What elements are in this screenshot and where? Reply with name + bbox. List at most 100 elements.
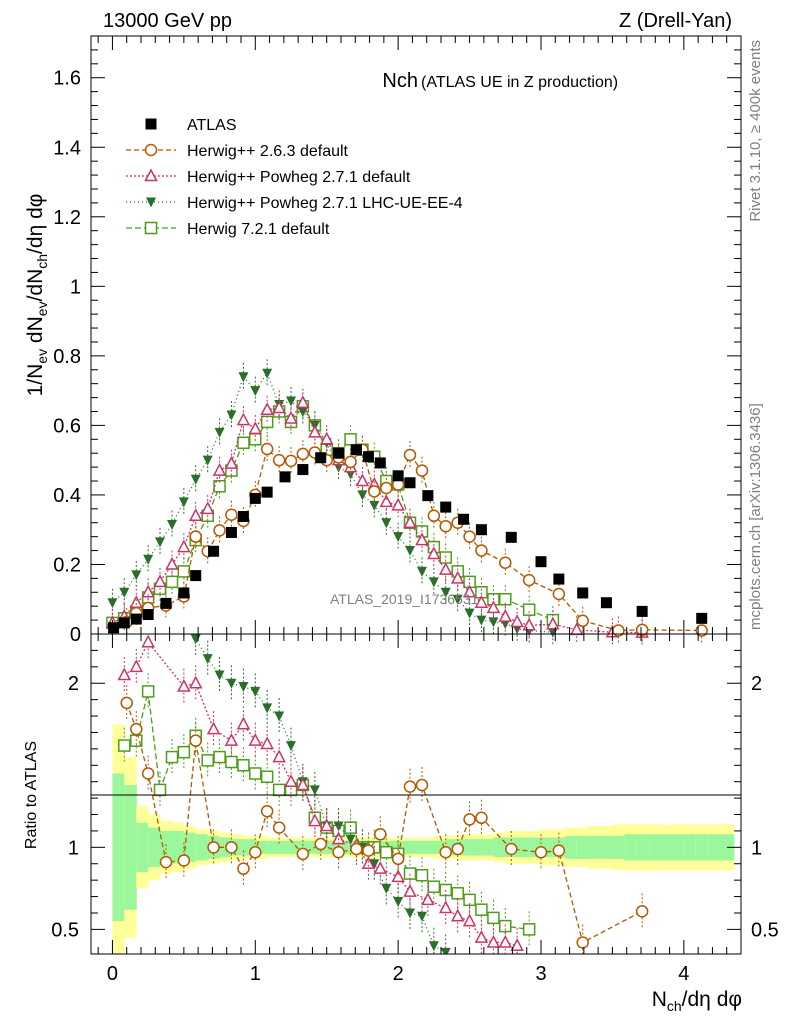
stat-uncertainty-band bbox=[636, 834, 649, 861]
ratio-point bbox=[635, 905, 649, 918]
ratio-point bbox=[415, 778, 429, 792]
stat-uncertainty-band bbox=[124, 784, 137, 910]
ratio-point bbox=[487, 911, 500, 925]
stat-uncertainty-band bbox=[136, 822, 149, 872]
legend-label: Herwig 7.2.1 default bbox=[187, 221, 330, 238]
ratio-point bbox=[272, 749, 286, 763]
ratio-point bbox=[438, 900, 453, 914]
data-point bbox=[188, 508, 203, 522]
plot-title-main: Nch bbox=[382, 70, 418, 92]
analysis-watermark: ATLAS_2019_I1736531 bbox=[330, 591, 479, 607]
ratio-point bbox=[225, 841, 238, 854]
data-point bbox=[238, 372, 249, 383]
data-point bbox=[226, 410, 237, 421]
ratio-point bbox=[296, 847, 310, 861]
stat-uncertainty-band bbox=[267, 840, 280, 854]
ratio-point bbox=[260, 736, 274, 750]
ratio-point bbox=[380, 846, 393, 859]
data-point bbox=[600, 597, 612, 609]
data-point bbox=[392, 470, 404, 482]
ratio-point bbox=[439, 846, 452, 859]
data-point bbox=[189, 530, 202, 543]
ratio-point bbox=[552, 844, 566, 857]
data-point bbox=[393, 532, 404, 543]
legend-entry: Herwig++ Powheg 2.7.1 LHC-UE-EE-4 bbox=[126, 195, 463, 212]
data-point bbox=[486, 600, 501, 614]
data-point bbox=[344, 455, 357, 469]
y-axis-label-top: 1/Nev dNev/dNch/dη dφ bbox=[24, 194, 50, 397]
stat-uncertainty-band bbox=[422, 840, 435, 854]
data-point bbox=[260, 415, 274, 429]
y-tick-label-top: 1.6 bbox=[53, 68, 81, 90]
data-point bbox=[131, 570, 142, 581]
data-point bbox=[142, 609, 154, 621]
ratio-point bbox=[262, 703, 273, 714]
ratio-point bbox=[462, 913, 477, 927]
legend-marker bbox=[145, 118, 157, 130]
ratio-point bbox=[505, 842, 518, 856]
data-point bbox=[284, 454, 298, 468]
ratio-point bbox=[391, 869, 405, 883]
data-point bbox=[427, 509, 441, 523]
ratio-point bbox=[344, 821, 357, 834]
data-point bbox=[403, 515, 417, 528]
x-tick-label: 4 bbox=[678, 963, 689, 985]
ratio-point bbox=[177, 678, 191, 692]
x-tick-label: 0 bbox=[107, 963, 118, 985]
ratio-point bbox=[391, 852, 405, 866]
ratio-point bbox=[405, 908, 415, 919]
axis-ticks: 0 1 2 3 4 0 0.2 0.4 0.6 0.8 1 1.2 1.4 1.6 0.5 0.5 1 1 2 2 bbox=[51, 36, 779, 985]
ratio-point bbox=[428, 941, 439, 952]
data-point bbox=[213, 524, 226, 537]
ratio-point bbox=[474, 929, 489, 943]
y-tick-label-top: 1.4 bbox=[53, 137, 81, 159]
data-point bbox=[315, 452, 327, 464]
ratio-point bbox=[510, 938, 524, 952]
stat-uncertainty-band bbox=[481, 839, 494, 856]
header-left: 13000 GeV pp bbox=[103, 10, 232, 32]
ratio-point bbox=[576, 936, 589, 949]
data-point bbox=[272, 453, 286, 467]
data-point bbox=[225, 526, 237, 538]
ratio-point bbox=[421, 892, 435, 906]
data-point bbox=[475, 544, 488, 557]
ratio-point bbox=[249, 846, 262, 859]
stat-uncertainty-band bbox=[660, 834, 673, 861]
data-point bbox=[237, 436, 250, 450]
data-point bbox=[165, 556, 179, 570]
ratio-point bbox=[381, 883, 392, 894]
ratio-point bbox=[177, 745, 191, 759]
stat-uncertainty-band bbox=[707, 834, 721, 861]
ratio-point bbox=[374, 827, 387, 841]
ratio-tick-label-left: 1 bbox=[68, 837, 79, 859]
stat-uncertainty-band bbox=[648, 834, 661, 861]
stat-uncertainty-band bbox=[600, 835, 613, 859]
data-point bbox=[143, 554, 154, 565]
data-point bbox=[391, 497, 405, 511]
data-point bbox=[236, 412, 251, 426]
ratio-point bbox=[250, 686, 261, 697]
data-point bbox=[577, 587, 589, 599]
ratio-point bbox=[237, 759, 250, 772]
data-point bbox=[450, 570, 465, 584]
ratio-point bbox=[440, 947, 451, 954]
ratio-point bbox=[451, 842, 464, 856]
data-point bbox=[474, 595, 489, 608]
y-tick-label-top: 0.2 bbox=[53, 554, 81, 576]
data-point bbox=[297, 464, 309, 476]
data-point bbox=[440, 587, 451, 598]
ratio-tick-label-right: 2 bbox=[751, 673, 762, 695]
top-panel-series bbox=[105, 359, 708, 647]
ratio-line bbox=[191, 634, 447, 953]
data-point bbox=[696, 612, 708, 624]
stat-uncertainty-band bbox=[410, 840, 423, 854]
series-atlas bbox=[108, 444, 708, 634]
ratio-point bbox=[201, 754, 214, 767]
ratio-point bbox=[272, 783, 286, 797]
data-point bbox=[415, 464, 429, 477]
data-point bbox=[553, 573, 565, 585]
data-point bbox=[319, 431, 334, 445]
ratio-tick-label-left: 0.5 bbox=[51, 919, 79, 941]
stat-uncertainty-band bbox=[564, 835, 578, 859]
data-point bbox=[440, 501, 452, 513]
